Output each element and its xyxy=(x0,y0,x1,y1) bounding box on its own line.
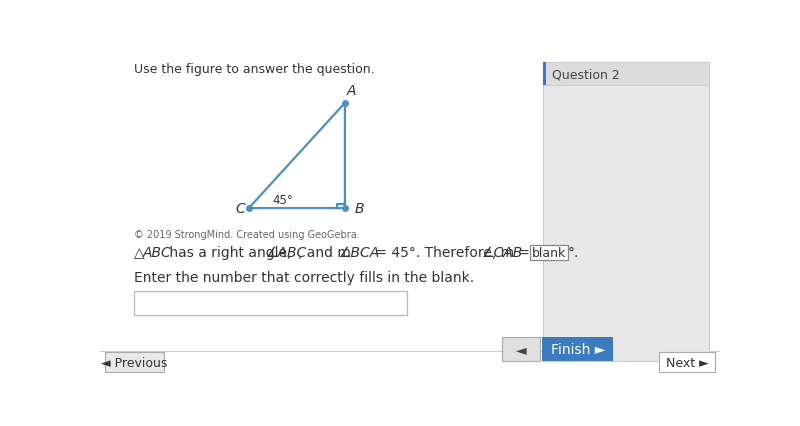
Text: Next ►: Next ► xyxy=(666,356,709,369)
Bar xyxy=(542,337,614,361)
Text: Use the figure to answer the question.: Use the figure to answer the question. xyxy=(134,63,374,75)
Bar xyxy=(105,352,164,373)
Text: = 45°. Therefore, m: = 45°. Therefore, m xyxy=(371,246,514,260)
Text: ◄ Previous: ◄ Previous xyxy=(102,356,167,369)
Text: Enter the number that correctly fills in the blank.: Enter the number that correctly fills in… xyxy=(134,271,474,285)
Text: © 2019 StrongMind. Created using GeoGebra.: © 2019 StrongMind. Created using GeoGebr… xyxy=(134,230,360,240)
Text: ∠BCA: ∠BCA xyxy=(339,246,380,260)
Text: , and m: , and m xyxy=(298,246,350,260)
Text: C: C xyxy=(235,201,245,216)
Text: Question 2: Question 2 xyxy=(552,68,620,81)
Text: 45°: 45° xyxy=(272,194,293,207)
Text: ◄: ◄ xyxy=(516,343,526,356)
Text: blank: blank xyxy=(532,246,566,259)
Bar xyxy=(543,63,546,86)
Bar xyxy=(543,63,710,86)
Text: A: A xyxy=(346,83,356,98)
Text: Finish ►: Finish ► xyxy=(550,343,605,356)
Text: has a right angle,: has a right angle, xyxy=(165,246,295,260)
Text: =: = xyxy=(514,246,534,260)
Text: ∠CAB: ∠CAB xyxy=(482,246,523,260)
Text: ABC: ABC xyxy=(142,246,171,260)
Text: ∠ABC: ∠ABC xyxy=(266,246,307,260)
Bar xyxy=(659,352,715,373)
Text: △: △ xyxy=(134,246,145,260)
Text: °.: °. xyxy=(568,246,579,260)
Bar xyxy=(543,63,710,361)
Text: B: B xyxy=(354,201,364,216)
Bar xyxy=(530,245,568,261)
Bar xyxy=(134,291,407,315)
Bar xyxy=(502,337,540,361)
